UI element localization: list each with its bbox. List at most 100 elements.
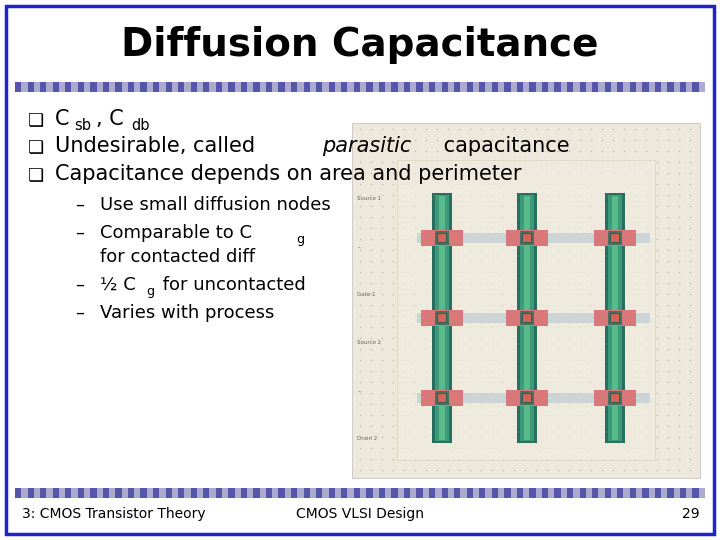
Bar xyxy=(636,488,642,498)
Text: g: g xyxy=(296,233,305,246)
Bar xyxy=(109,488,115,498)
Bar xyxy=(517,82,523,92)
Bar xyxy=(506,310,548,326)
Bar xyxy=(34,82,40,92)
Bar xyxy=(522,233,532,243)
Bar xyxy=(485,488,492,498)
Bar xyxy=(172,488,178,498)
Bar xyxy=(140,488,147,498)
Bar xyxy=(203,488,210,498)
Bar xyxy=(203,82,210,92)
Text: –: – xyxy=(75,304,84,322)
Bar xyxy=(517,193,537,443)
Bar xyxy=(598,82,605,92)
Bar xyxy=(686,82,693,92)
Bar xyxy=(473,82,480,92)
Text: capacitance: capacitance xyxy=(437,136,570,156)
Bar xyxy=(328,488,335,498)
Bar xyxy=(210,82,216,92)
Bar xyxy=(436,488,441,498)
Bar xyxy=(352,123,700,478)
Bar xyxy=(520,195,534,441)
Bar xyxy=(216,488,222,498)
Bar xyxy=(642,82,649,92)
Bar xyxy=(323,82,328,92)
Bar xyxy=(437,233,447,243)
Bar xyxy=(536,82,542,92)
Bar xyxy=(498,82,504,92)
Bar xyxy=(573,82,580,92)
Bar xyxy=(34,488,40,498)
Text: Comparable to C: Comparable to C xyxy=(100,224,252,242)
Bar xyxy=(698,82,705,92)
Text: –: – xyxy=(75,224,84,242)
Bar xyxy=(598,488,605,498)
Bar xyxy=(439,196,445,440)
Bar xyxy=(40,488,46,498)
Bar xyxy=(520,231,534,245)
Bar xyxy=(335,488,341,498)
Bar xyxy=(523,82,529,92)
Bar xyxy=(96,488,103,498)
Bar xyxy=(22,488,27,498)
Bar xyxy=(366,82,372,92)
Bar xyxy=(674,488,680,498)
Bar xyxy=(520,391,534,405)
Bar xyxy=(140,82,147,92)
Bar xyxy=(636,82,642,92)
Bar xyxy=(630,82,636,92)
Bar xyxy=(348,82,354,92)
Bar xyxy=(184,488,191,498)
Bar xyxy=(184,82,191,92)
Text: for contacted diff: for contacted diff xyxy=(100,248,255,266)
Bar xyxy=(153,488,159,498)
Bar xyxy=(680,488,686,498)
Bar xyxy=(410,488,416,498)
Text: 29: 29 xyxy=(683,507,700,521)
Text: Diffusion Capacitance: Diffusion Capacitance xyxy=(121,26,599,64)
Bar xyxy=(66,82,71,92)
Bar xyxy=(612,196,618,440)
Bar xyxy=(128,488,134,498)
Text: db: db xyxy=(132,118,150,133)
Bar xyxy=(510,488,517,498)
Bar xyxy=(27,488,34,498)
Bar xyxy=(159,488,166,498)
Text: ❏: ❏ xyxy=(28,166,44,184)
Bar xyxy=(166,82,172,92)
Bar xyxy=(410,82,416,92)
Text: –: – xyxy=(75,196,84,214)
Bar xyxy=(674,82,680,92)
Bar xyxy=(178,82,184,92)
Bar xyxy=(128,82,134,92)
Bar xyxy=(438,314,446,322)
Bar xyxy=(22,82,27,92)
Bar xyxy=(605,82,611,92)
Bar xyxy=(210,488,216,498)
Bar xyxy=(567,82,573,92)
Bar xyxy=(448,82,454,92)
Bar xyxy=(279,488,284,498)
Bar xyxy=(522,313,532,323)
Bar xyxy=(240,488,247,498)
Bar xyxy=(460,488,467,498)
Bar xyxy=(372,488,379,498)
Bar xyxy=(53,488,59,498)
Bar xyxy=(592,488,598,498)
Bar xyxy=(605,488,611,498)
Bar xyxy=(71,488,78,498)
Bar xyxy=(480,82,485,92)
Text: Undesirable, called: Undesirable, called xyxy=(55,136,262,156)
Bar xyxy=(429,488,436,498)
Bar xyxy=(59,82,66,92)
Bar xyxy=(523,234,531,242)
Bar xyxy=(115,82,122,92)
Bar xyxy=(520,311,534,325)
Text: g: g xyxy=(146,285,154,298)
Bar xyxy=(642,488,649,498)
Bar xyxy=(90,82,96,92)
Bar xyxy=(536,488,542,498)
Bar xyxy=(421,230,463,246)
Bar xyxy=(417,313,650,323)
Bar xyxy=(71,82,78,92)
